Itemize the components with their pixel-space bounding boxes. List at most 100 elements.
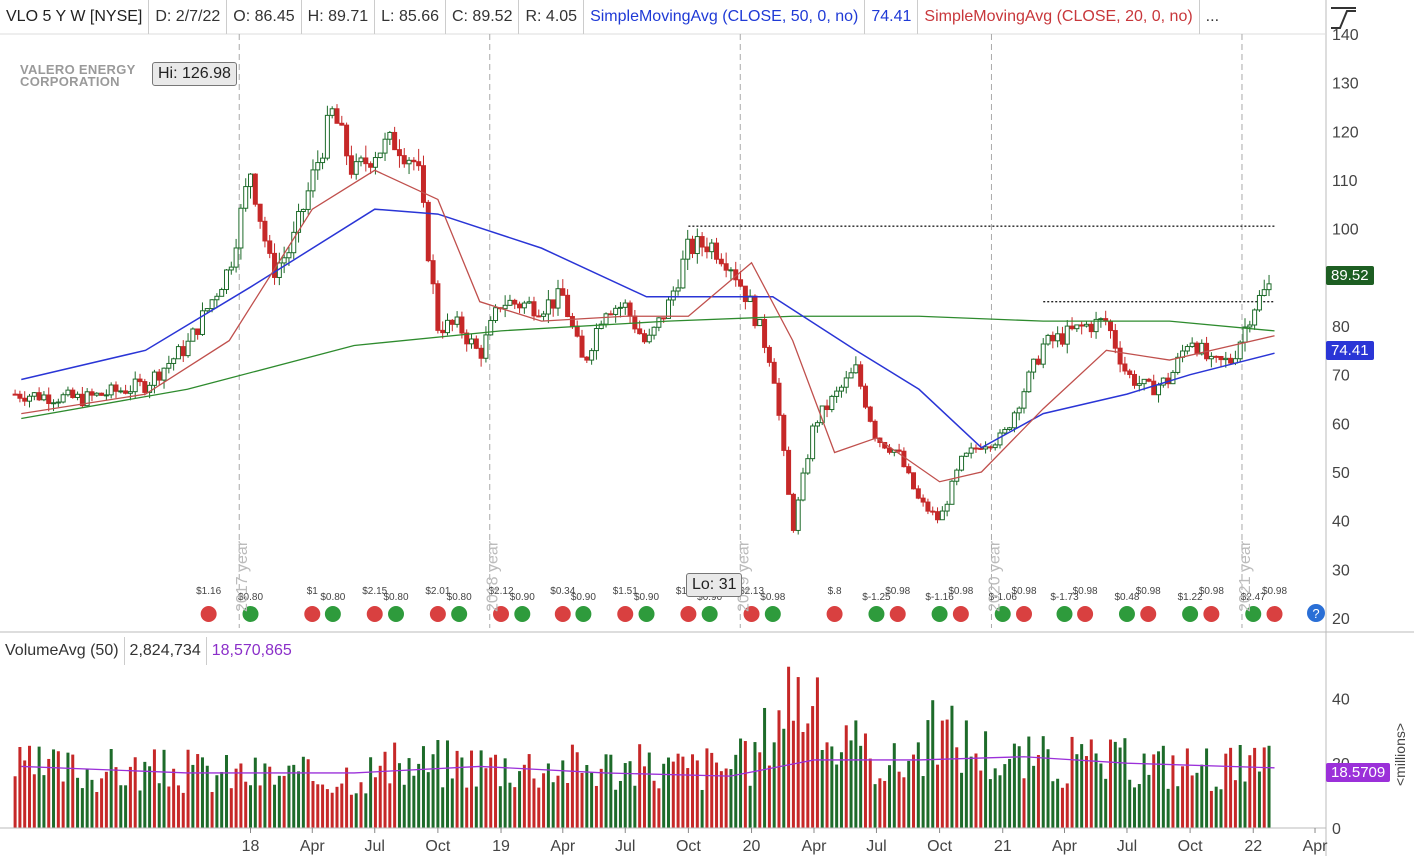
candle-body — [1040, 343, 1046, 365]
volume-bar — [916, 742, 920, 828]
candle-body — [344, 124, 350, 157]
volume-bar — [191, 764, 195, 828]
volume-bar — [301, 756, 305, 828]
candle-body — [151, 371, 157, 386]
volume-bar — [763, 707, 767, 828]
candle-body — [1199, 342, 1205, 355]
volume-bar — [1060, 787, 1064, 828]
candle-body — [214, 295, 220, 301]
candle-body — [1208, 355, 1214, 360]
event-value-label: $0.48 — [1114, 592, 1139, 603]
close-label: C: 89.52 — [446, 0, 520, 34]
volume-bar — [950, 705, 954, 828]
candle-body — [699, 236, 705, 248]
event-value-label: $0.98 — [948, 586, 973, 597]
volume-bar — [95, 791, 99, 828]
volume-bar — [1027, 736, 1031, 828]
volume-bar — [642, 766, 646, 828]
volume-bar — [729, 769, 733, 828]
volume-bar — [1205, 748, 1209, 828]
volume-bar — [1099, 763, 1103, 828]
volume-bar — [580, 772, 584, 828]
sma20-line — [21, 169, 1275, 483]
volume-bar — [969, 756, 973, 828]
volume-bar — [205, 765, 209, 828]
volume-bar — [854, 720, 858, 828]
candle-body — [195, 328, 201, 335]
candle-body — [1093, 318, 1099, 333]
candle-body — [416, 161, 422, 167]
earnings-icon — [554, 606, 571, 622]
volume-bar — [388, 783, 392, 828]
volume-bar — [157, 783, 161, 828]
volume-bar — [176, 785, 180, 828]
volume-bar — [633, 785, 637, 828]
volume-bar — [186, 749, 190, 828]
volume-bar — [878, 778, 882, 828]
volume-bar — [1209, 790, 1213, 828]
candle-body — [315, 162, 321, 171]
event-value-label: $0.80 — [320, 592, 345, 603]
candle-body — [603, 313, 609, 325]
candle-body — [281, 257, 287, 264]
candle-body — [243, 186, 249, 209]
volume-bar — [1224, 753, 1228, 828]
dividend-icon — [701, 606, 718, 622]
candle-body — [233, 247, 239, 268]
volume-bar — [1008, 758, 1012, 828]
year-label: 2017 year — [234, 540, 251, 612]
candle-body — [704, 246, 710, 253]
candle-body — [771, 361, 777, 384]
candle-body — [593, 328, 599, 352]
volume-bar — [974, 753, 978, 828]
volume-bar — [421, 746, 425, 828]
more-menu-button[interactable]: ... — [1205, 8, 1220, 25]
volume-bar — [436, 740, 440, 828]
candle-body — [70, 389, 76, 398]
volume-bar — [1214, 786, 1218, 828]
candle-body — [185, 340, 191, 357]
candle-body — [853, 364, 859, 374]
price-tick-label: 60 — [1332, 416, 1350, 433]
candle-body — [339, 122, 345, 126]
volume-bar — [859, 745, 863, 828]
volume-bar — [570, 744, 574, 828]
volume-bar — [767, 765, 771, 828]
low-callout: Lo: 31 — [686, 573, 743, 597]
year-label: 2018 year — [485, 540, 502, 612]
candle-body — [65, 389, 71, 396]
volume-bar — [441, 787, 445, 828]
volume-bar — [964, 720, 968, 828]
volume-bar — [542, 773, 546, 828]
volume-bar — [945, 719, 949, 828]
sma50-study-label[interactable]: SimpleMovingAvg (CLOSE, 50, 0, no) — [584, 0, 866, 34]
volume-bar — [671, 761, 675, 828]
sma20-study-label[interactable]: SimpleMovingAvg (CLOSE, 20, 0, no) — [918, 0, 1200, 34]
candle-body — [896, 449, 902, 452]
volume-study-label[interactable]: VolumeAvg (50) — [0, 637, 125, 665]
price-tick-label: 70 — [1332, 368, 1350, 385]
symbol-label[interactable]: VLO 5 Y W [NYSE] — [0, 0, 150, 34]
volume-bar — [806, 723, 810, 828]
help-icon[interactable]: ? — [1306, 603, 1326, 623]
event-value-label: $0.98 — [1136, 586, 1161, 597]
x-tick-label: Oct — [1178, 838, 1203, 855]
volume-bar — [844, 725, 848, 828]
price-tick-label: 110 — [1332, 173, 1358, 190]
candle-body — [690, 238, 696, 255]
chart-style-icon[interactable] — [1328, 4, 1358, 32]
volume-bar — [1152, 754, 1156, 828]
volume-bar — [1128, 779, 1132, 828]
candle-body — [272, 252, 278, 278]
earnings-icon — [617, 606, 634, 622]
candle-body — [838, 386, 844, 392]
volume-bar — [138, 790, 142, 828]
x-tick-label: Apr — [300, 838, 326, 855]
volume-bar — [863, 733, 867, 828]
volume-bar — [335, 786, 339, 828]
candle-body — [449, 319, 455, 325]
x-tick-label: 21 — [994, 838, 1012, 855]
volume-bar — [1089, 739, 1093, 828]
volume-bar — [676, 753, 680, 828]
